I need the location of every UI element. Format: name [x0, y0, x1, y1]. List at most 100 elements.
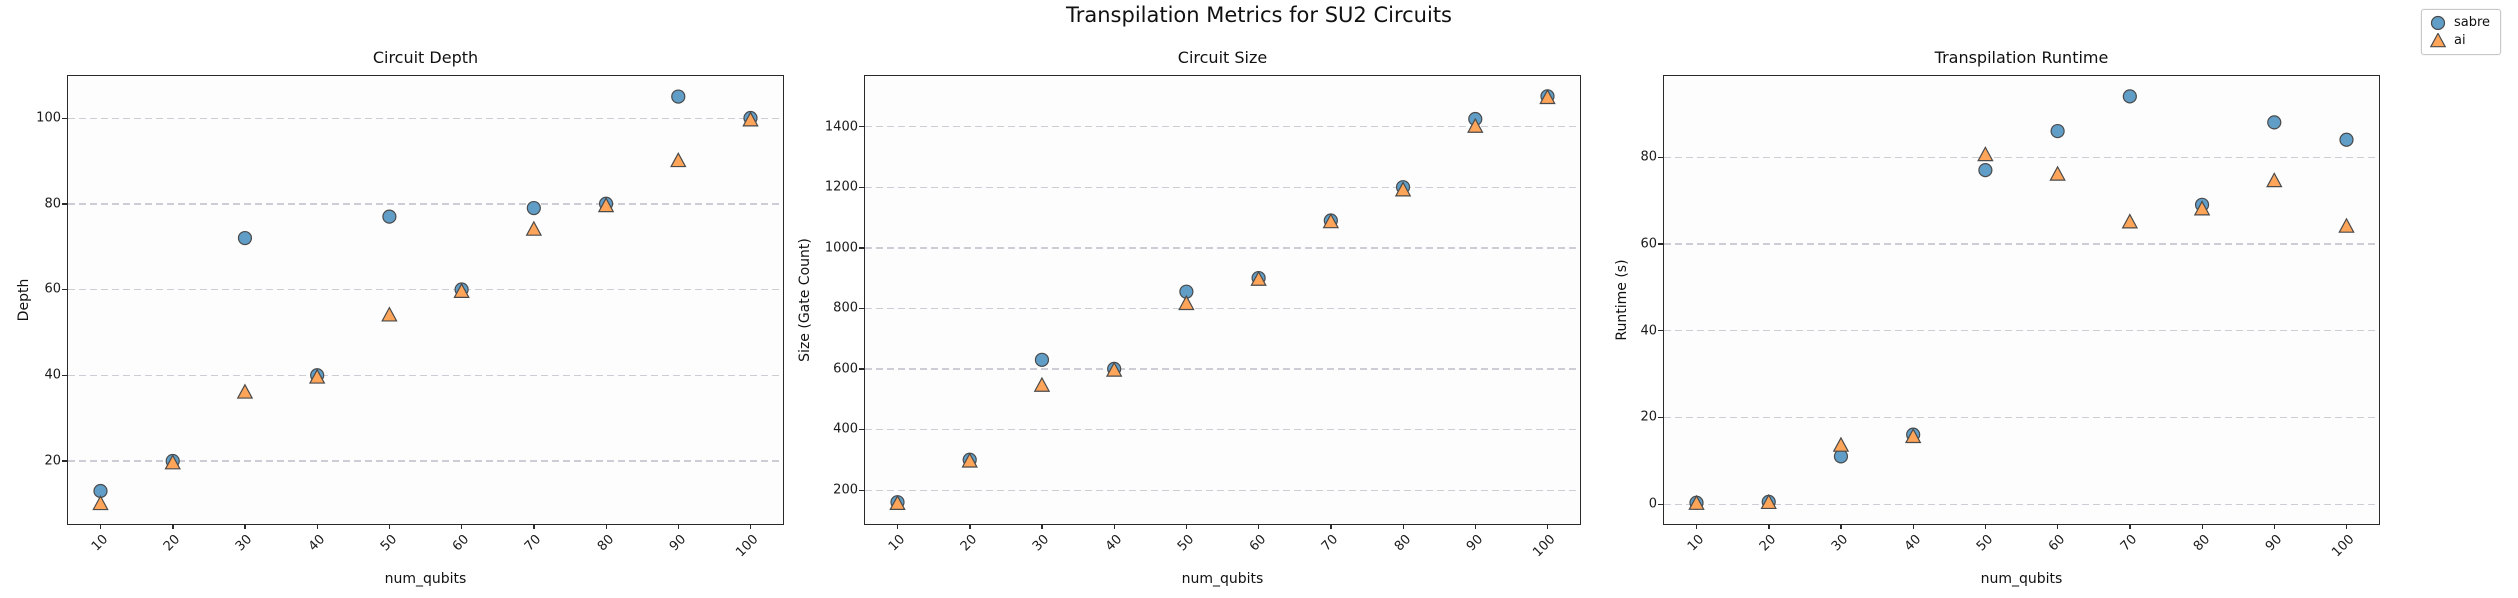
scatter-point-ai [1688, 494, 1705, 510]
gridline [1664, 156, 2379, 158]
x-tick-mark [244, 524, 246, 529]
y-tick-label: 60 [1640, 236, 1657, 252]
y-axis-label: Depth [16, 278, 32, 322]
scatter-point-ai [2266, 172, 2283, 188]
y-tick-mark [859, 247, 864, 249]
scatter-points [92, 89, 759, 511]
figure-title: Transpilation Metrics for SU2 Circuits [1066, 3, 1452, 27]
y-tick-mark [62, 288, 67, 291]
scatter-point-sabre [1978, 163, 1993, 178]
y-tick-mark [1658, 243, 1663, 245]
scatter-point-ai [742, 111, 759, 127]
x-tick-mark [1258, 524, 1260, 529]
y-tick-label: 400 [833, 421, 858, 437]
gridline [1664, 416, 2379, 419]
scatter-point-ai [1904, 427, 1922, 444]
subplot-circuit-size: Circuit Size Size (Gate Count) num_qubit… [797, 48, 1581, 587]
x-tick-mark [1984, 524, 1987, 529]
y-tick-label: 80 [44, 196, 61, 212]
plot-title: Circuit Size [1177, 48, 1268, 67]
gridline [1664, 503, 2379, 505]
scatter-point-ai [1832, 436, 1850, 452]
subplot-circuit-depth: Circuit Depth Depth num_qubits 20 40 60 80 1… [16, 48, 784, 587]
legend-marker-glyph [2430, 15, 2446, 31]
scatter-point-ai [2049, 165, 2066, 181]
scatter-point-sabre [237, 230, 253, 246]
scatter-point-ai [1178, 294, 1195, 311]
legend-item-ai: ai [2429, 32, 2490, 48]
scatter-point-ai [1033, 376, 1051, 392]
y-tick-label: 40 [1640, 323, 1657, 339]
gridline [68, 374, 783, 377]
scatter-point-ai [453, 282, 470, 298]
y-axis-label: Runtime (s) [1614, 259, 1630, 341]
x-tick-mark [1840, 524, 1842, 529]
x-tick-mark [316, 524, 318, 529]
plot-title: Transpilation Runtime [1934, 48, 2109, 67]
legend-circle-marker-icon [2430, 15, 2446, 31]
y-tick-label: 60 [44, 281, 61, 297]
y-tick-label: 0 [1648, 496, 1657, 512]
scatter-point-ai [525, 220, 543, 236]
scatter-point-ai [1105, 361, 1123, 377]
legend-triangle-marker-icon [2429, 32, 2447, 48]
y-tick-label: 200 [833, 482, 858, 498]
gridline [865, 368, 1580, 370]
gridline [68, 117, 783, 119]
scatter-point-sabre [526, 200, 541, 216]
x-tick-mark [2346, 524, 2348, 529]
x-tick-mark [461, 524, 463, 529]
y-tick-mark [1658, 416, 1663, 419]
scatter-point-ai [1539, 88, 1556, 105]
y-tick-mark [62, 460, 67, 462]
y-tick-label: 40 [44, 367, 61, 383]
y-tick-mark [62, 203, 67, 205]
y-tick-label: 100 [36, 110, 61, 126]
scatter-point-ai [236, 383, 254, 399]
y-tick-mark [62, 374, 67, 377]
scatter-point-ai [961, 452, 978, 468]
y-tick-mark [859, 428, 864, 431]
scatter-point-ai [308, 368, 326, 384]
scatter-point-ai [597, 197, 615, 213]
x-tick-mark [605, 524, 607, 529]
scatter-point-ai [1322, 213, 1340, 229]
x-tick-mark [172, 524, 174, 529]
x-tick-mark [1041, 524, 1043, 529]
gridline [1664, 330, 2379, 332]
y-tick-mark [859, 186, 864, 188]
gridline [68, 460, 783, 462]
y-tick-mark [859, 126, 864, 128]
scatter-point-ai [2121, 213, 2139, 229]
x-tick-mark [1547, 524, 1549, 529]
scatter-point-ai [92, 494, 109, 511]
scatter-point-sabre [1034, 352, 1050, 367]
y-tick-label: 600 [833, 361, 858, 377]
y-tick-label: 20 [1640, 409, 1657, 425]
y-tick-mark [1658, 503, 1663, 505]
scatter-point-ai [164, 454, 181, 470]
x-tick-mark [1474, 524, 1477, 529]
gridline [865, 247, 1580, 249]
gridline [68, 288, 783, 291]
y-tick-label: 1000 [824, 240, 858, 256]
x-tick-mark [2057, 524, 2059, 529]
x-tick-mark [969, 524, 971, 529]
y-tick-label: 1400 [824, 119, 858, 135]
y-tick-mark [859, 307, 864, 310]
gridline [1664, 243, 2379, 245]
scatter-points [1688, 89, 2355, 510]
x-tick-mark [1113, 524, 1115, 529]
y-tick-label: 800 [833, 300, 858, 316]
scatter-point-ai [1760, 493, 1777, 510]
x-tick-mark [1402, 524, 1404, 529]
y-tick-mark [1658, 330, 1663, 332]
y-tick-mark [859, 368, 864, 370]
scatter-point-ai [889, 494, 906, 511]
x-axis-label: num_qubits [1980, 571, 2063, 587]
scatter-point-sabre [2122, 89, 2137, 104]
x-tick-mark [750, 524, 752, 529]
y-tick-label: 1200 [824, 179, 858, 195]
legend: sabre ai [2421, 9, 2502, 55]
